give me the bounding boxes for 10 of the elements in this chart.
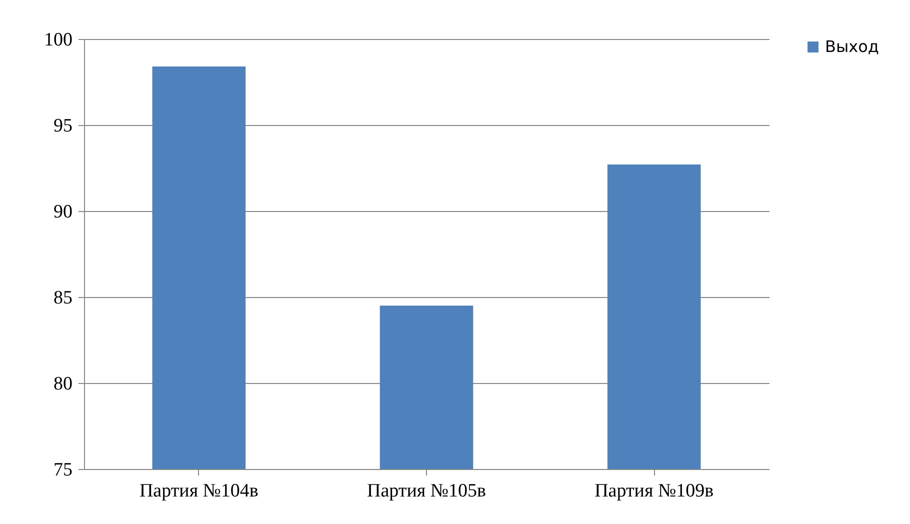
x-tick-label: Партия №109в [594, 480, 714, 502]
legend-label: Выход [825, 37, 879, 56]
y-tick-label: 95 [54, 116, 72, 136]
y-tick-label: 75 [54, 460, 72, 480]
x-tick-label: Партия №104в [139, 480, 258, 502]
x-tick-label: Партия №105в [367, 480, 486, 502]
y-tick-label: 80 [54, 374, 72, 394]
y-tick-label: 90 [54, 202, 72, 222]
y-tick-label: 100 [44, 30, 72, 50]
y-tick-label: 85 [54, 288, 72, 308]
